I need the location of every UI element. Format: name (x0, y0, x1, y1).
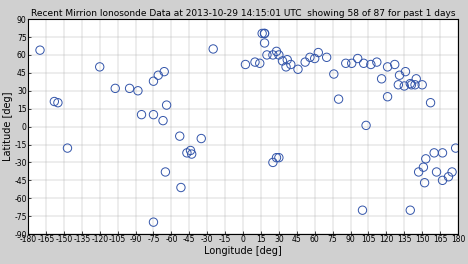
X-axis label: Longitude [deg]: Longitude [deg] (204, 246, 282, 256)
Y-axis label: Latitude [deg]: Latitude [deg] (3, 92, 13, 161)
Title: Recent Mirrion Ionosonde Data at 2013-10-29 14:15:01 UTC  showing 58 of 87 for p: Recent Mirrion Ionosonde Data at 2013-10… (31, 9, 455, 18)
